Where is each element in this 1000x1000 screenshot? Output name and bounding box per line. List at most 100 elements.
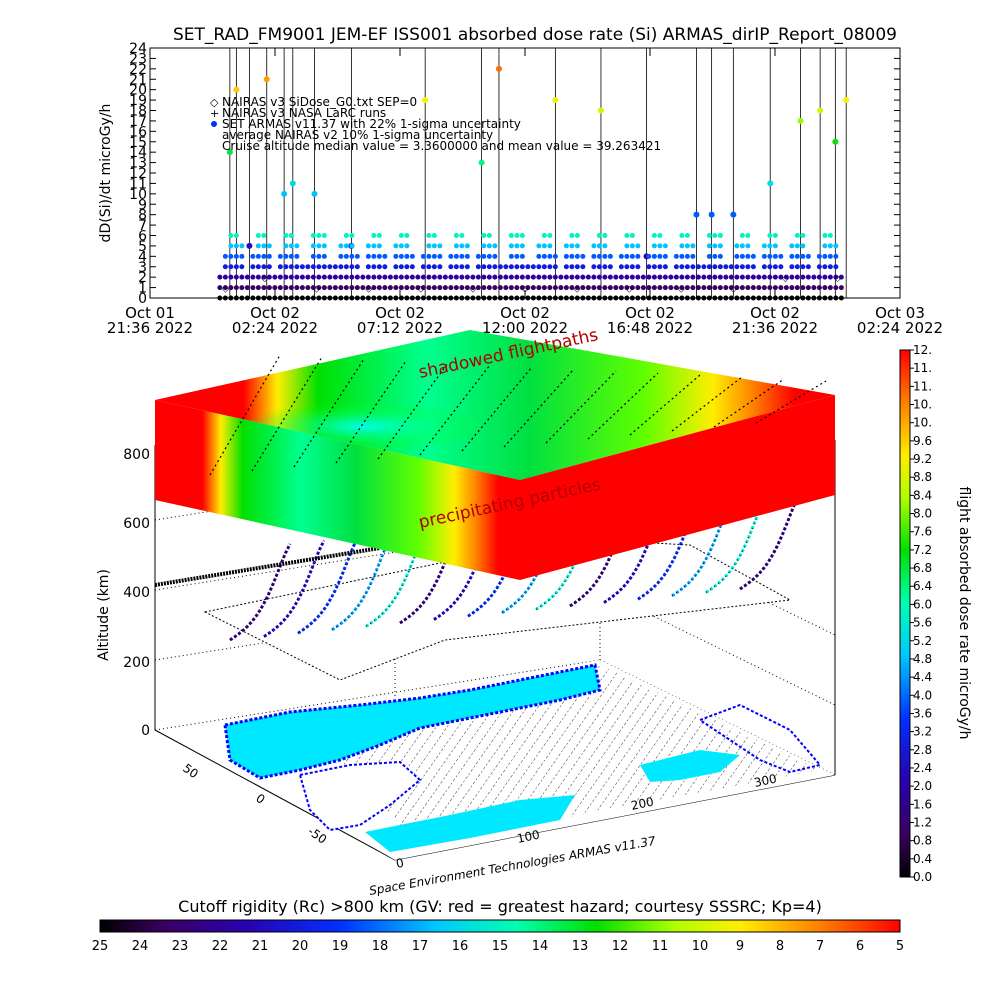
armas-point [459, 285, 465, 291]
armas-point [695, 285, 701, 291]
rigidity-tick-label: 5 [896, 939, 904, 954]
dose-rate-tick-label: 9.6 [913, 434, 932, 448]
armas-point [332, 295, 338, 301]
x-tick-label-date: Oct 02 [625, 304, 675, 322]
armas-point [508, 264, 514, 270]
rigidity-tick-label: 16 [452, 939, 469, 954]
armas-point [547, 264, 553, 270]
armas-point [794, 233, 800, 238]
armas-point [442, 285, 448, 291]
armas-point [585, 274, 591, 280]
armas-point [767, 243, 773, 249]
armas-point [354, 264, 360, 270]
armas-point [624, 264, 630, 270]
armas-point [690, 253, 696, 259]
armas-point [541, 285, 547, 291]
land-north-america [697, 703, 822, 774]
armas-point [349, 285, 355, 291]
earth-map [180, 660, 835, 860]
dose-rate-tick-label: 2.8 [913, 743, 932, 757]
armas-point [574, 243, 580, 249]
altitude-axis-label: Altitude (km) [96, 569, 112, 661]
armas-point [486, 295, 492, 301]
armas-point [816, 274, 822, 280]
armas-point [690, 274, 696, 280]
armas-point [233, 243, 239, 249]
armas-point [574, 264, 580, 270]
rigidity-colorbar: Cutoff rigidity (Rc) >800 km (GV: red = … [92, 897, 904, 954]
armas-point [563, 285, 569, 291]
slab-track [713, 378, 785, 428]
armas-point [585, 285, 591, 291]
armas-point [805, 264, 811, 270]
armas-point [767, 295, 773, 301]
armas-point [646, 253, 652, 259]
armas-point [833, 264, 839, 270]
armas-point [695, 274, 701, 280]
armas-point [426, 264, 432, 270]
nairas-point: ◇ [417, 285, 424, 295]
rigidity-tick-label: 15 [492, 939, 509, 954]
armas-point [684, 243, 690, 249]
armas-point [827, 295, 833, 301]
armas-point [767, 285, 773, 291]
y-tick-label: 13 [129, 156, 147, 172]
armas-point [415, 285, 421, 291]
y-tick-label: 18 [129, 104, 147, 120]
armas-point [668, 295, 674, 301]
armas-point [800, 233, 806, 238]
longitude-tick: 100 [516, 827, 541, 845]
armas-point [288, 243, 294, 249]
armas-point [745, 295, 751, 301]
orbit-edge-line [154, 546, 381, 587]
armas-point [239, 264, 245, 270]
armas-point [635, 285, 641, 291]
armas-point [239, 243, 245, 249]
slab-track [419, 364, 491, 456]
armas-point [437, 264, 443, 270]
armas-point [239, 285, 245, 291]
armas-point [283, 233, 289, 238]
armas-point [508, 285, 514, 291]
armas-point [222, 253, 228, 259]
armas-point [250, 253, 256, 259]
armas-point [233, 264, 239, 270]
y-tick-label: 16 [129, 124, 147, 140]
armas-point [393, 264, 399, 270]
armas-point [822, 253, 828, 259]
armas-point [404, 295, 410, 301]
armas-point [728, 264, 734, 270]
armas-point [596, 243, 602, 249]
armas-point [255, 233, 261, 238]
armas-point [503, 295, 509, 301]
armas-point [409, 274, 415, 280]
armas-point [701, 274, 707, 280]
armas-point [387, 285, 393, 291]
armas-point [734, 285, 740, 291]
armas-point [316, 295, 322, 301]
armas-point [602, 243, 608, 249]
dose-rate-tick-label: 0.4 [913, 852, 932, 866]
armas-point [569, 295, 575, 301]
armas-point [541, 233, 547, 238]
armas-point [684, 233, 690, 238]
slab-front [155, 400, 520, 580]
armas-point [739, 243, 745, 249]
armas-point [420, 285, 426, 291]
slab-track [587, 372, 659, 440]
armas-point [651, 274, 657, 280]
land-antarctica [365, 795, 575, 852]
armas-point [552, 274, 558, 280]
armas-point [618, 295, 624, 301]
armas-point [519, 253, 525, 259]
armas-point [596, 233, 602, 238]
armas-point [294, 295, 300, 301]
armas-point [321, 264, 327, 270]
armas-point [695, 264, 701, 270]
armas-point [261, 243, 267, 249]
armas-point [629, 285, 635, 291]
latitude-tick: -50 [305, 824, 329, 847]
armas-point [365, 295, 371, 301]
armas-point [228, 253, 234, 259]
armas-point [558, 295, 564, 301]
